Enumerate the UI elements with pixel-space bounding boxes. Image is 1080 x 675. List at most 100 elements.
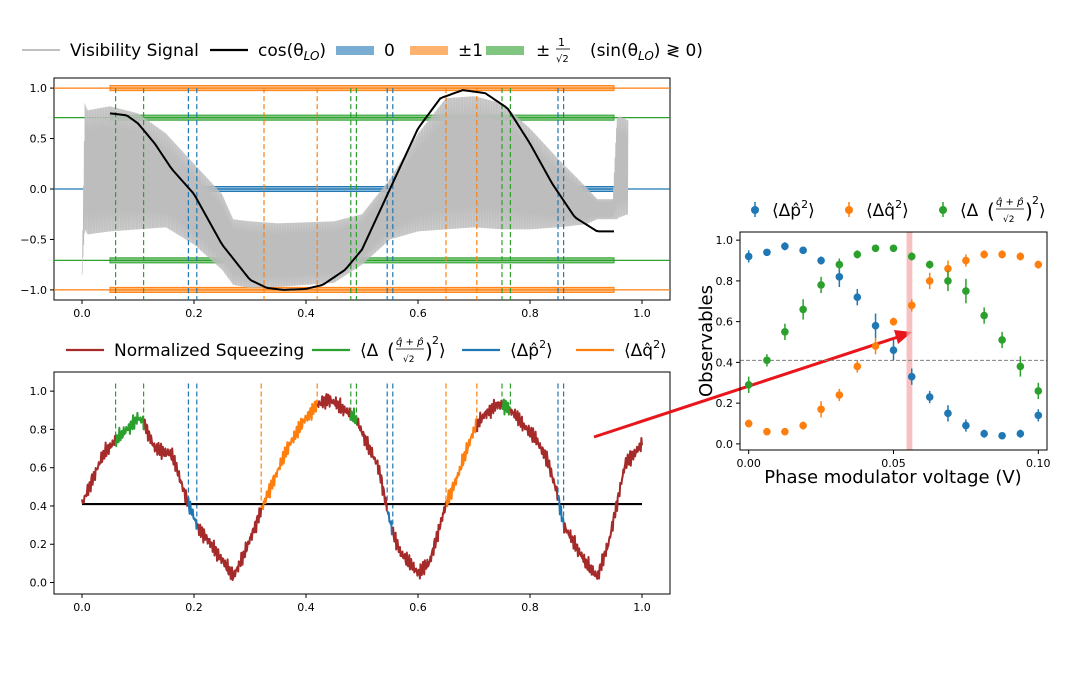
svg-text:⟩: ⟩ (1039, 201, 1046, 221)
legend-cos-label: cos(θLO) (258, 41, 326, 63)
threshold-vlines (114, 88, 565, 300)
right-ytick-label-5: 1.0 (716, 234, 734, 247)
point-2-3 (799, 305, 807, 314)
squeeze-segment-5 (260, 399, 319, 511)
point-2-15 (1016, 362, 1025, 371)
point-1-16 (1034, 260, 1043, 269)
point-1-4 (817, 405, 825, 414)
point-2-4 (817, 281, 825, 289)
svg-text:⟨Δ: ⟨Δ (960, 201, 979, 221)
bottom-ytick-label-0: 0.0 (30, 577, 48, 590)
svg-text:q̂ + p̂: q̂ + p̂ (996, 196, 1024, 208)
legend-qp-label: ⟨Δ ( q̂ + p̂ √2 ) 2 ⟩ (360, 334, 446, 365)
point-1-1 (763, 427, 771, 436)
legend-q-label: ⟨Δq̂2⟩ (624, 338, 667, 361)
legend-visibility-label: Visibility Signal (70, 41, 199, 61)
top-ytick-label-2: 0.0 (30, 183, 48, 196)
highlight-span-rect (906, 232, 913, 450)
svg-text:q̂ + p̂: q̂ + p̂ (396, 336, 424, 348)
bottom-xtick-label-4: 0.8 (521, 601, 539, 614)
bottom-xtick-label-3: 0.6 (409, 601, 427, 614)
y-ticks-bottom: 0.0 0.2 0.4 0.6 0.8 1.0 (30, 385, 54, 590)
point-1-13 (980, 250, 988, 259)
svg-text:⟩: ⟩ (439, 341, 446, 361)
squeeze-vlines (114, 383, 565, 533)
x-ticks-bottom: 0.0 0.2 0.4 0.6 0.8 1.0 (73, 594, 651, 614)
point-1-3 (799, 421, 807, 430)
legend-p-label: ⟨Δp̂2⟩ (510, 338, 553, 361)
right-ytick-label-4: 0.8 (716, 275, 734, 288)
point-0-3 (799, 246, 807, 255)
point-1-10 (925, 277, 934, 285)
svg-text:±: ± (536, 41, 550, 61)
point-1-5 (835, 391, 844, 399)
svg-text:(: ( (987, 199, 995, 223)
top-ytick-label-1: −0.5 (20, 233, 47, 246)
svg-text:2: 2 (1032, 194, 1039, 207)
point-2-13 (980, 311, 988, 320)
legend-right-q-marker (845, 202, 853, 217)
squeeze-segment-3 (187, 497, 199, 530)
visibility-signal (81, 96, 629, 288)
squeeze-segment-1 (114, 411, 146, 448)
x-axis-label-right: Phase modulator voltage (V) (764, 467, 1021, 488)
legend-right: ⟨Δp̂2⟩ ⟨Δq̂2⟩ ⟨Δ ( q̂ + p̂ √2 ) 2 ⟩ (751, 194, 1046, 225)
right-xtick-label-1: 0.05 (881, 457, 906, 470)
point-0-12 (962, 421, 970, 430)
point-2-16 (1034, 387, 1043, 395)
observable-points (744, 242, 1043, 440)
squeeze-curve (81, 393, 643, 582)
point-2-9 (907, 252, 916, 261)
point-2-11 (944, 277, 952, 285)
right-xtick-label-2: 0.10 (1026, 457, 1051, 470)
legend-band1-swatch (410, 46, 448, 55)
bottom-xtick-label-1: 0.2 (185, 601, 203, 614)
point-2-2 (781, 328, 789, 336)
x-ticks-right: 0.00 0.05 0.10 (736, 450, 1051, 470)
point-2-1 (763, 356, 771, 365)
top-ytick-label-4: 1.0 (30, 82, 48, 95)
svg-text:): ) (425, 339, 433, 363)
top-xtick-label-1: 0.2 (185, 307, 203, 320)
series-1 (744, 250, 1043, 436)
legend-bandr2-swatch (486, 46, 524, 55)
squeeze-segment-14 (509, 408, 559, 501)
band-0 (109, 85, 615, 92)
point-0-4 (817, 256, 825, 265)
point-1-12 (962, 256, 970, 265)
legend-right-p-label: ⟨Δp̂2⟩ (772, 198, 815, 221)
cos-curve-line (109, 89, 614, 291)
svg-text:): ) (1025, 199, 1033, 223)
y-axis-label-right: Observables (696, 285, 717, 397)
panel-top-visibility: 0.0 0.2 0.4 0.6 0.8 1.0 −1.0 −0.5 0.0 0.5 1.0 (20, 77, 671, 320)
legend-band0-swatch (336, 46, 374, 55)
legend-band1-label: ±1 (458, 41, 483, 61)
top-ytick-label-0: −1.0 (20, 284, 47, 297)
squeeze-segment-9 (386, 510, 395, 536)
point-0-11 (944, 409, 952, 418)
squeeze-segment-13 (501, 398, 512, 416)
panel-bottom-squeezing: 0.0 0.2 0.4 0.6 0.8 1.0 0.0 0.2 0.4 0.6 0.8 1.0 (30, 371, 671, 614)
point-2-6 (853, 250, 862, 259)
legend-squeeze-label: Normalized Squeezing (114, 341, 304, 361)
point-1-15 (1016, 252, 1025, 261)
y-ticks-top: −1.0 −0.5 0.0 0.5 1.0 (20, 82, 54, 297)
top-xtick-label-5: 1.0 (633, 307, 651, 320)
point-1-11 (944, 264, 952, 273)
legend-bottom: Normalized Squeezing ⟨Δ ( q̂ + p̂ √2 ) 2… (66, 334, 667, 365)
series-2 (744, 244, 1043, 400)
visibility-signal-line (81, 96, 629, 288)
point-1-9 (907, 301, 916, 310)
point-2-10 (925, 260, 934, 269)
right-ytick-label-3: 0.6 (716, 316, 734, 329)
bottom-xtick-label-0: 0.0 (73, 601, 91, 614)
bottom-ytick-label-4: 0.8 (30, 423, 48, 436)
svg-text:2: 2 (432, 334, 439, 347)
point-1-6 (853, 362, 862, 371)
squeeze-segment-6 (316, 393, 352, 421)
squeeze-segment-16 (563, 436, 643, 580)
panel-right-observables: 0.00 0.05 0.10 0.0 0.2 0.4 0.6 0.8 1.0 Phase mo… (696, 231, 1051, 488)
point-0-1 (763, 248, 771, 257)
squeeze-segment-0 (81, 434, 117, 504)
squeeze-segment-7 (349, 407, 359, 426)
